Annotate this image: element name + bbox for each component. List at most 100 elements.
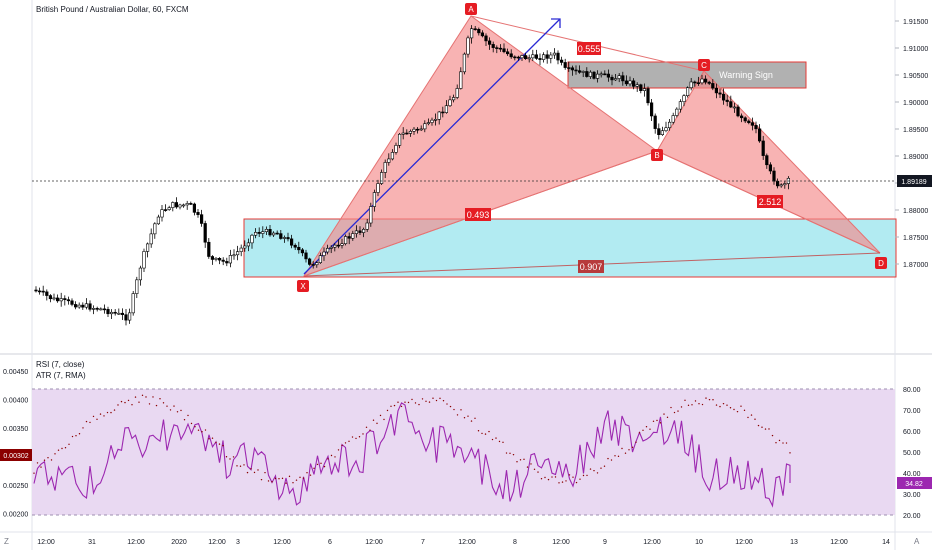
candle-body xyxy=(491,44,495,48)
atr-dot xyxy=(495,437,497,439)
axis-letter-left[interactable]: Z xyxy=(4,537,9,546)
candle-body xyxy=(48,295,52,300)
candle-body xyxy=(138,267,143,281)
point-label-x[interactable]: X xyxy=(297,280,309,292)
atr-dot xyxy=(281,477,284,480)
atr-dot xyxy=(162,402,165,404)
atr-dot xyxy=(50,459,53,461)
candle-body xyxy=(624,80,628,85)
rsi-tick-label: 50.00 xyxy=(903,450,921,457)
atr-dot xyxy=(467,415,469,417)
atr-dot xyxy=(586,474,588,477)
candle-body xyxy=(164,209,168,211)
candle-body xyxy=(207,241,211,257)
axis-letter-right[interactable]: A xyxy=(914,537,920,546)
atr-dot xyxy=(533,468,536,471)
candle-body xyxy=(41,290,45,293)
atr-dot xyxy=(610,459,613,461)
candle-body xyxy=(379,172,384,184)
candles xyxy=(34,25,790,326)
time-tick-label: 12:00 xyxy=(552,539,570,546)
candle-body xyxy=(628,80,632,85)
atr-dot xyxy=(635,441,637,443)
svg-text:X: X xyxy=(300,282,306,291)
candle-body xyxy=(333,244,337,248)
candle-body xyxy=(714,87,718,94)
atr-dot xyxy=(204,429,207,431)
candle-body xyxy=(765,155,769,166)
candle-body xyxy=(275,232,279,235)
atr-dot xyxy=(236,465,238,467)
candle-body xyxy=(750,122,754,126)
atr-dot xyxy=(481,432,483,435)
svg-text:2.512: 2.512 xyxy=(759,197,782,207)
rsi-band xyxy=(32,389,895,515)
candle-body xyxy=(732,106,736,109)
atr-dot xyxy=(456,414,459,416)
atr-dot xyxy=(183,419,186,421)
candle-body xyxy=(462,53,467,73)
candle-body xyxy=(559,59,564,63)
candle-body xyxy=(88,303,92,310)
svg-text:0.493: 0.493 xyxy=(467,210,490,220)
atr-dot xyxy=(484,433,487,435)
candle-body xyxy=(657,128,661,136)
candle-body xyxy=(236,251,240,256)
price-tick-label: 1.91500 xyxy=(903,19,928,26)
candle-body xyxy=(243,245,247,249)
atr-dot xyxy=(516,461,518,463)
candle-body xyxy=(113,311,117,314)
atr-dot xyxy=(148,403,151,405)
atr-dot xyxy=(540,478,543,480)
trend-arrow-line[interactable] xyxy=(303,18,561,275)
atr-dot xyxy=(299,476,301,479)
atr-dot xyxy=(292,482,294,484)
atr-dot xyxy=(425,400,427,402)
candle-body xyxy=(711,83,715,89)
candle-body xyxy=(228,255,233,264)
candle-body xyxy=(473,28,477,31)
candle-body xyxy=(509,53,513,58)
candle-body xyxy=(592,71,596,79)
candle-body xyxy=(516,56,520,59)
candle-body xyxy=(685,87,690,97)
atr-dot xyxy=(547,478,550,481)
candle-body xyxy=(527,57,531,60)
candle-body xyxy=(466,37,470,55)
candle-body xyxy=(664,127,668,132)
candle-body xyxy=(430,119,434,123)
candle-body xyxy=(174,202,179,208)
atr-dot xyxy=(47,457,49,459)
candle-body xyxy=(45,291,49,296)
time-tick-label: 8 xyxy=(513,539,517,546)
atr-dot xyxy=(747,416,749,419)
atr-dots xyxy=(33,394,791,484)
candle-body xyxy=(102,308,106,311)
time-axis-ticks: 12:00 31 12:00 2020 12:00 3 12:00 6 12:00 7 12:00 8… xyxy=(37,539,890,546)
atr-dot xyxy=(477,430,480,432)
atr-dot xyxy=(701,403,704,406)
candle-body xyxy=(505,51,510,55)
point-label-d[interactable]: D xyxy=(875,257,887,269)
candle-body xyxy=(279,233,283,239)
atr-dot xyxy=(526,466,529,468)
candle-body xyxy=(365,222,369,230)
point-label-a[interactable]: A xyxy=(465,3,477,15)
atr-dot xyxy=(404,401,406,403)
candle-body xyxy=(531,54,535,59)
candle-body xyxy=(261,231,265,234)
point-label-c[interactable]: C xyxy=(698,59,710,71)
candle-body xyxy=(487,40,492,45)
candle-body xyxy=(574,69,578,72)
candle-body xyxy=(307,258,312,265)
candle-body xyxy=(178,204,182,208)
candle-body xyxy=(682,95,686,102)
atr-dot xyxy=(127,399,130,402)
atr-dot xyxy=(330,454,333,457)
point-label-b[interactable]: B xyxy=(651,149,663,161)
candle-body xyxy=(469,28,474,39)
candle-body xyxy=(282,237,287,239)
candle-body xyxy=(394,145,398,153)
atr-dot xyxy=(512,453,515,456)
